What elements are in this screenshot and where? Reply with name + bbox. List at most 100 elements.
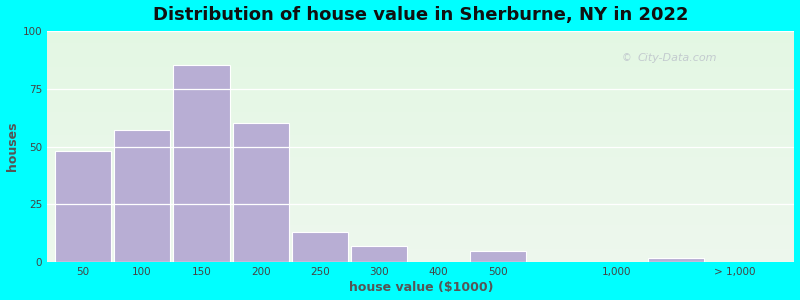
Bar xyxy=(47,261,794,262)
Bar xyxy=(47,130,794,131)
Bar xyxy=(47,160,794,162)
Bar xyxy=(47,237,794,238)
Bar xyxy=(47,134,794,135)
Bar xyxy=(47,202,794,203)
Bar xyxy=(47,131,794,133)
Bar xyxy=(47,218,794,220)
Bar xyxy=(47,187,794,188)
Bar xyxy=(47,61,794,62)
Bar xyxy=(47,31,794,32)
Bar xyxy=(351,246,407,262)
Bar xyxy=(47,235,794,236)
Bar xyxy=(47,205,794,206)
Bar xyxy=(47,64,794,65)
Bar xyxy=(47,151,794,152)
Bar xyxy=(47,114,794,115)
Bar xyxy=(47,91,794,92)
Bar xyxy=(47,101,794,103)
Bar xyxy=(47,174,794,175)
Bar xyxy=(47,76,794,77)
Bar xyxy=(47,246,794,247)
Bar xyxy=(47,259,794,260)
Bar xyxy=(47,226,794,228)
Bar xyxy=(47,44,794,45)
Y-axis label: houses: houses xyxy=(6,122,18,171)
Bar xyxy=(47,90,794,91)
Bar xyxy=(233,123,289,262)
Bar xyxy=(47,33,794,34)
Bar xyxy=(47,220,794,221)
Bar xyxy=(47,94,794,96)
Bar xyxy=(47,156,794,157)
Bar xyxy=(47,206,794,207)
Bar xyxy=(47,193,794,194)
Bar xyxy=(47,201,794,202)
Bar xyxy=(47,70,794,71)
Bar xyxy=(47,167,794,169)
Bar xyxy=(47,140,794,141)
Bar xyxy=(47,55,794,56)
Bar xyxy=(47,184,794,185)
Bar xyxy=(648,258,704,262)
Bar xyxy=(47,144,794,145)
Bar xyxy=(47,228,794,229)
Bar xyxy=(47,185,794,186)
Bar xyxy=(47,45,794,46)
Bar xyxy=(47,135,794,136)
Bar xyxy=(47,231,794,232)
Bar xyxy=(47,46,794,47)
Bar xyxy=(47,252,794,253)
Bar xyxy=(47,173,794,174)
Bar xyxy=(47,188,794,189)
Bar xyxy=(47,256,794,258)
Bar xyxy=(47,48,794,49)
Bar xyxy=(47,250,794,251)
Bar xyxy=(47,67,794,68)
Bar xyxy=(47,100,794,101)
Bar xyxy=(47,141,794,142)
Bar xyxy=(47,60,794,61)
Bar xyxy=(47,96,794,97)
Bar xyxy=(47,233,794,235)
Bar xyxy=(47,84,794,85)
Bar xyxy=(47,221,794,222)
Bar xyxy=(47,39,794,40)
Bar xyxy=(47,110,794,111)
Bar xyxy=(470,251,526,262)
Bar xyxy=(47,148,794,149)
Bar xyxy=(47,77,794,78)
Bar xyxy=(47,37,794,38)
Bar xyxy=(47,56,794,57)
Bar xyxy=(47,195,794,196)
Bar xyxy=(47,108,794,110)
Bar xyxy=(47,240,794,242)
Bar xyxy=(47,154,794,155)
Bar xyxy=(47,214,794,215)
Bar xyxy=(47,157,794,158)
Bar xyxy=(47,180,794,181)
Bar xyxy=(47,179,794,180)
Bar xyxy=(47,143,794,144)
Bar xyxy=(47,190,794,192)
Bar xyxy=(47,166,794,167)
Bar xyxy=(47,243,794,244)
Bar xyxy=(47,182,794,184)
Bar xyxy=(47,238,794,239)
Bar xyxy=(47,87,794,88)
Bar xyxy=(47,210,794,211)
Bar xyxy=(47,260,794,261)
Bar xyxy=(47,158,794,159)
Bar xyxy=(47,222,794,223)
Bar xyxy=(47,107,794,108)
Bar xyxy=(47,54,794,55)
Bar xyxy=(47,118,794,119)
Bar xyxy=(47,115,794,116)
Bar xyxy=(47,244,794,245)
Bar xyxy=(47,85,794,86)
Bar xyxy=(47,34,794,35)
Bar xyxy=(47,124,794,126)
Bar xyxy=(47,52,794,53)
Text: City-Data.com: City-Data.com xyxy=(638,53,717,64)
Text: ©: © xyxy=(622,53,631,64)
Bar xyxy=(47,177,794,178)
